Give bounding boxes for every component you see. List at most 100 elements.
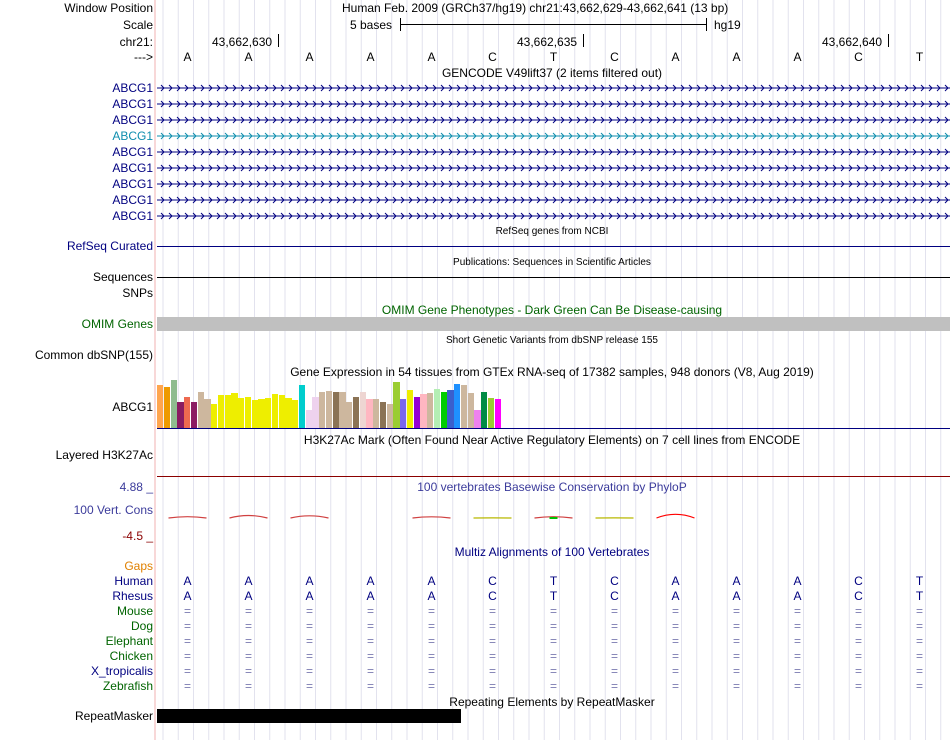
gencode-gene-label[interactable]: ABCG1 xyxy=(112,113,153,127)
cons-phylop-plot[interactable] xyxy=(157,500,950,540)
gtex-tissue-bar[interactable] xyxy=(265,398,272,428)
gtex-tissue-bar[interactable] xyxy=(359,392,366,428)
gencode-transcript-line[interactable] xyxy=(157,194,950,206)
refseq-track-line[interactable] xyxy=(157,246,950,247)
gtex-tissue-bar[interactable] xyxy=(211,404,218,428)
repeat-element-bar[interactable] xyxy=(157,709,461,723)
gencode-transcript-line[interactable] xyxy=(157,146,950,158)
gtex-tissue-bar[interactable] xyxy=(393,382,400,428)
gtex-tissue-bar[interactable] xyxy=(271,394,279,428)
gtex-tissue-bar[interactable] xyxy=(258,399,265,428)
repeatmasker-track-label[interactable]: RepeatMasker xyxy=(74,709,153,723)
gtex-tissue-bar[interactable] xyxy=(440,392,447,428)
gtex-tissue-bar[interactable] xyxy=(285,398,292,428)
snps-track-label[interactable]: SNPs xyxy=(122,286,153,300)
gtex-tissue-bar[interactable] xyxy=(224,395,231,428)
multiz-species-label[interactable]: Elephant xyxy=(105,634,153,648)
gtex-tissue-bar[interactable] xyxy=(319,392,326,428)
gtex-tissue-bar[interactable] xyxy=(217,395,225,428)
gtex-tissue-bar[interactable] xyxy=(332,392,339,428)
gtex-tissue-bar[interactable] xyxy=(157,385,164,428)
gtex-tissue-bar[interactable] xyxy=(413,397,420,428)
omim-track-title[interactable]: OMIM Gene Phenotypes - Dark Green Can Be… xyxy=(381,303,723,317)
gtex-tissue-bar[interactable] xyxy=(420,394,427,428)
cons-track-label[interactable]: 100 Vert. Cons xyxy=(73,503,153,517)
gtex-tissue-bar[interactable] xyxy=(278,395,285,428)
h3k27ac-track-label[interactable]: Layered H3K27Ac xyxy=(55,448,153,462)
gtex-tissue-bar[interactable] xyxy=(339,392,346,428)
gtex-tissue-bar[interactable] xyxy=(190,402,198,428)
gtex-tissue-bar[interactable] xyxy=(481,392,488,428)
gencode-transcript-line[interactable] xyxy=(157,114,950,126)
gtex-tissue-bar[interactable] xyxy=(386,404,393,428)
publications-track-label[interactable]: Sequences xyxy=(92,270,153,284)
dbsnp-track-label[interactable]: Common dbSNP(155) xyxy=(34,348,153,362)
gtex-tissue-bar[interactable] xyxy=(298,385,306,428)
gtex-tissue-bar[interactable] xyxy=(163,387,171,428)
gencode-gene-label[interactable]: ABCG1 xyxy=(112,145,153,159)
gtex-tissue-bar[interactable] xyxy=(447,390,454,428)
omim-track-label[interactable]: OMIM Genes xyxy=(81,317,153,331)
refseq-track-label[interactable]: RefSeq Curated xyxy=(66,239,153,253)
gtex-tissue-bar[interactable] xyxy=(400,399,407,428)
gencode-gene-label[interactable]: ABCG1 xyxy=(112,81,153,95)
gtex-tissue-bar[interactable] xyxy=(454,384,461,428)
gencode-transcript-line[interactable] xyxy=(157,82,950,94)
gtex-tissue-bar[interactable] xyxy=(487,398,495,428)
repeatmasker-track-title[interactable]: Repeating Elements by RepeatMasker xyxy=(449,695,655,709)
gtex-tissue-bar[interactable] xyxy=(312,397,319,428)
gtex-tissue-bar[interactable] xyxy=(231,393,238,428)
multiz-species-label[interactable]: Dog xyxy=(130,619,153,633)
gencode-gene-label[interactable]: ABCG1 xyxy=(112,193,153,207)
gtex-tissue-bar[interactable] xyxy=(325,391,333,428)
gtex-tissue-bar[interactable] xyxy=(238,398,245,428)
multiz-species-label[interactable]: Zebrafish xyxy=(102,679,153,693)
gtex-tissue-bar[interactable] xyxy=(204,399,211,428)
gencode-transcript-line[interactable] xyxy=(157,130,950,142)
gtex-tissue-bar[interactable] xyxy=(184,397,191,428)
gtex-tissue-bar[interactable] xyxy=(251,400,258,428)
gtex-tissue-bar[interactable] xyxy=(244,397,252,428)
gencode-transcript-line[interactable] xyxy=(157,178,950,190)
gencode-gene-label[interactable]: ABCG1 xyxy=(112,177,153,191)
refseq-track-title[interactable]: RefSeq genes from NCBI xyxy=(495,226,609,237)
gtex-tissue-bar[interactable] xyxy=(373,399,380,428)
gtex-tissue-bar[interactable] xyxy=(170,380,177,428)
gtex-tissue-bar[interactable] xyxy=(427,393,434,428)
gencode-transcript-line[interactable] xyxy=(157,98,950,110)
h3k27ac-track-title[interactable]: H3K27Ac Mark (Often Found Near Active Re… xyxy=(303,433,801,447)
omim-gene-bar[interactable] xyxy=(157,317,950,331)
gtex-tissue-bar[interactable] xyxy=(433,389,441,428)
publications-track-line[interactable] xyxy=(157,277,950,278)
gencode-gene-label[interactable]: ABCG1 xyxy=(112,97,153,111)
gtex-tissue-bar[interactable] xyxy=(197,392,204,428)
gencode-transcript-line[interactable] xyxy=(157,210,950,222)
multiz-species-label[interactable]: Chicken xyxy=(109,649,153,663)
gencode-gene-label[interactable]: ABCG1 xyxy=(112,129,153,143)
multiz-species-label[interactable]: X_tropicalis xyxy=(90,664,153,678)
gencode-track-title[interactable]: GENCODE V49lift37 (2 items filtered out) xyxy=(441,66,663,80)
dbsnp-track-title[interactable]: Short Genetic Variants from dbSNP releas… xyxy=(446,335,658,346)
gtex-tissue-bar[interactable] xyxy=(379,402,387,428)
cons-track-title[interactable]: 100 vertebrates Basewise Conservation by… xyxy=(417,480,687,494)
gencode-transcript-line[interactable] xyxy=(157,162,950,174)
gtex-tissue-bar[interactable] xyxy=(494,399,501,428)
gtex-tissue-bar[interactable] xyxy=(305,410,312,428)
gtex-tissue-bar[interactable] xyxy=(366,399,373,428)
gtex-tissue-bar[interactable] xyxy=(467,393,474,428)
gtex-tissue-bar[interactable] xyxy=(346,402,353,428)
gencode-gene-label[interactable]: ABCG1 xyxy=(112,209,153,223)
multiz-track-title[interactable]: Multiz Alignments of 100 Vertebrates xyxy=(454,545,650,559)
gtex-tissue-bar[interactable] xyxy=(406,390,414,428)
gtex-tissue-bar[interactable] xyxy=(177,402,184,428)
gtex-tissue-bar[interactable] xyxy=(292,400,299,428)
multiz-species-label[interactable]: Human xyxy=(114,574,153,588)
gtex-tissue-bar[interactable] xyxy=(352,397,360,428)
gtex-track-title[interactable]: Gene Expression in 54 tissues from GTEx … xyxy=(290,365,814,379)
multiz-species-label[interactable]: Rhesus xyxy=(112,589,153,603)
gtex-tissue-bar[interactable] xyxy=(474,410,481,428)
gencode-gene-label[interactable]: ABCG1 xyxy=(112,161,153,175)
gtex-track-label[interactable]: ABCG1 xyxy=(112,400,153,414)
multiz-species-label[interactable]: Mouse xyxy=(116,604,153,618)
publications-track-title[interactable]: Publications: Sequences in Scientific Ar… xyxy=(453,257,651,268)
